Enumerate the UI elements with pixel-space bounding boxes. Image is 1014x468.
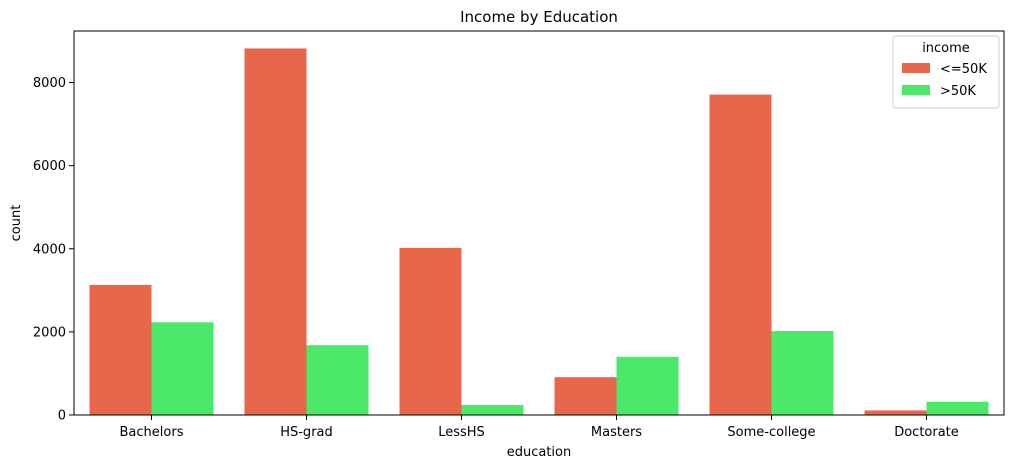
bar-gt50k-masters (616, 356, 679, 415)
x-axis: Bachelors HS-grad LessHS Masters Some-colleg… (120, 415, 959, 440)
x-tick-label: Doctorate (894, 425, 959, 440)
bar-gt50k-lesshs (461, 405, 524, 415)
legend-label-le50k: <=50K (940, 62, 987, 77)
x-axis-title: education (507, 445, 572, 460)
bar-le50k-doctorate (864, 410, 927, 415)
bar-le50k-bachelors (89, 284, 152, 415)
legend: income <=50K >50K (892, 35, 1000, 109)
x-tick-label: Bachelors (120, 425, 184, 440)
legend-title: income (922, 41, 970, 56)
bars-layer (89, 48, 989, 415)
bar-gt50k-doctorate (926, 401, 989, 415)
y-axis-title: count (9, 205, 24, 242)
bar-le50k-masters (554, 377, 617, 415)
y-tick-label: 0 (58, 409, 66, 424)
chart-title: Income by Education (460, 8, 618, 26)
bar-gt50k-some-college (771, 331, 834, 415)
bar-le50k-hs-grad (244, 48, 307, 415)
y-tick-label: 6000 (33, 159, 66, 174)
y-axis: 0 2000 4000 6000 8000 (33, 76, 74, 424)
bar-gt50k-bachelors (151, 322, 214, 415)
legend-label-gt50k: >50K (940, 84, 976, 99)
x-tick-label: Some-college (727, 425, 815, 440)
bar-le50k-some-college (709, 94, 772, 415)
y-tick-label: 4000 (33, 242, 66, 257)
y-tick-label: 2000 (33, 325, 66, 340)
x-tick-label: Masters (591, 425, 642, 440)
x-tick-label: HS-grad (280, 425, 333, 440)
y-tick-label: 8000 (33, 76, 66, 91)
legend-swatch-gt50k (902, 85, 930, 95)
bar-le50k-lesshs (399, 247, 462, 415)
plot-frame (73, 30, 1005, 416)
x-tick-label: LessHS (438, 425, 485, 440)
legend-swatch-le50k (902, 63, 930, 73)
bar-gt50k-hs-grad (306, 345, 369, 415)
